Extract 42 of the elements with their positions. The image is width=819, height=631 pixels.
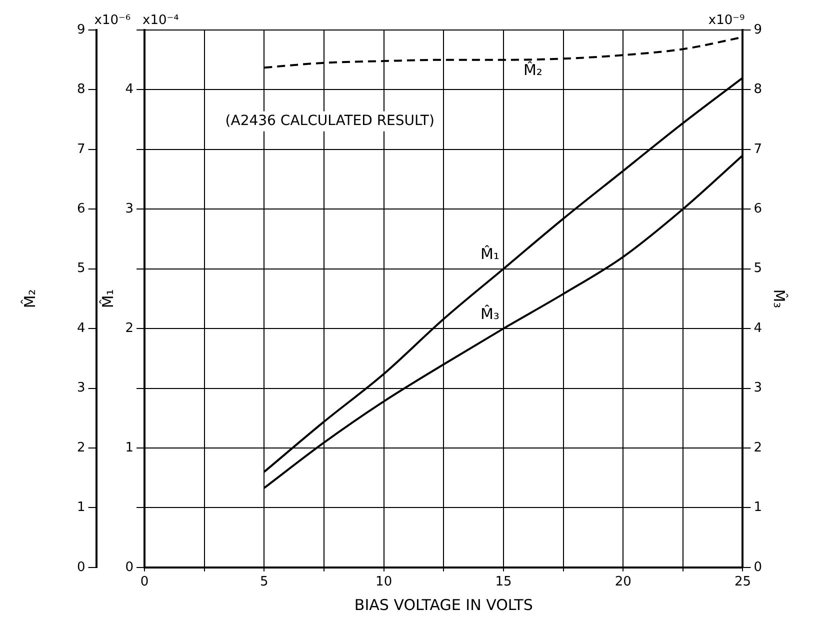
text: x10⁻⁹ (708, 12, 745, 28)
x-tick-label: 5 (260, 574, 268, 590)
text: x10⁻⁴ (142, 12, 179, 28)
y2-tick-label: 3 (754, 380, 762, 396)
y3-tick-label: 6 (76, 202, 86, 217)
y-tick-label: 4 (125, 82, 134, 98)
y2-axis-title: M̂₃ (770, 289, 789, 308)
y2-tick-label: 9 (754, 22, 762, 38)
series-label: M̂₂ (523, 60, 542, 80)
x-tick-label: 10 (376, 574, 392, 590)
text: x10⁻⁶ (94, 12, 131, 28)
y3-tick-label: 3 (76, 380, 86, 396)
x-tick-label: 25 (734, 574, 751, 590)
y-tick-label: 3 (125, 202, 134, 217)
annotation: (A2436 CALCULATED RESULT) (225, 113, 434, 129)
y2-tick-label: 8 (754, 82, 762, 98)
y-axis-title: M̂₁ (98, 289, 118, 308)
x-tick-label: 0 (140, 574, 149, 590)
y-tick-label: 0 (125, 560, 134, 575)
y3-tick-label: 0 (76, 560, 86, 575)
x-axis-title: BIAS VOLTAGE IN VOLTS (354, 596, 533, 614)
x-tick-label: 15 (495, 574, 512, 590)
series-label: M̂₃ (480, 304, 500, 323)
y-tick-label: 2 (125, 320, 134, 336)
y3-tick-label: 4 (76, 320, 86, 336)
y2-tick-label: 6 (754, 202, 762, 217)
series-label: M̂₁ (480, 244, 500, 264)
y3-axis-title: M̂₂ (20, 289, 39, 308)
y2-tick-label: 1 (754, 500, 762, 516)
y2-tick-label: 5 (754, 261, 762, 276)
y3-tick-label: 1 (76, 500, 86, 516)
y3-tick-label: 7 (76, 142, 86, 157)
y2-tick-label: 0 (754, 560, 762, 575)
y2-tick-label: 7 (754, 142, 762, 157)
y2-tick-label: 2 (754, 440, 762, 456)
y3-tick-label: 8 (76, 82, 86, 98)
y-tick-label: 1 (125, 440, 134, 456)
y3-tick-label: 2 (76, 440, 86, 456)
y3-tick-label: 9 (76, 22, 86, 38)
x-tick-label: 20 (614, 574, 632, 590)
y3-tick-label: 5 (76, 261, 86, 276)
y2-tick-label: 4 (754, 320, 762, 336)
